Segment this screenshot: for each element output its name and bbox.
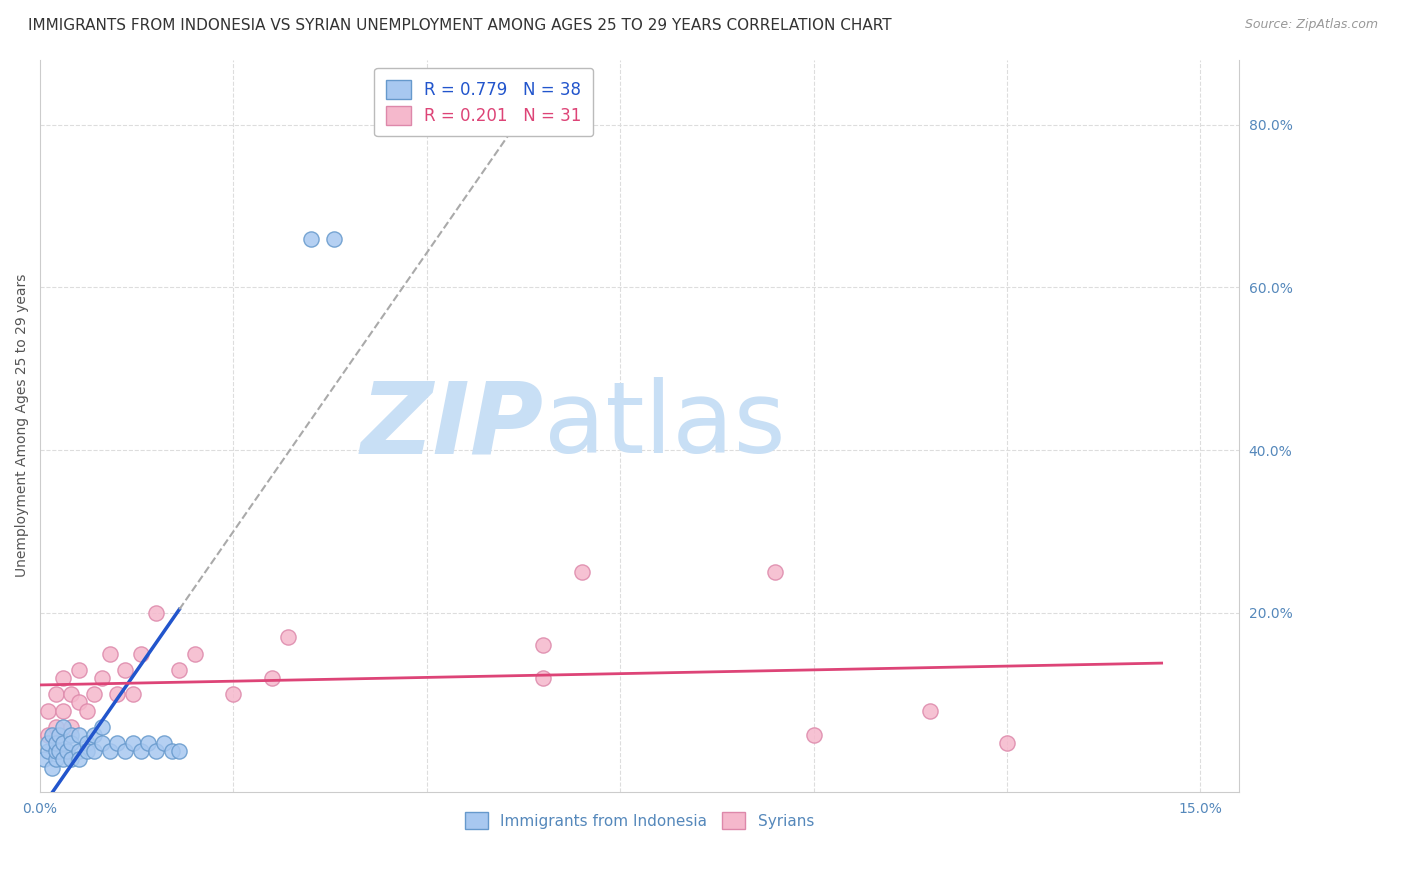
Point <box>145 606 167 620</box>
Point <box>83 687 105 701</box>
Point <box>83 744 105 758</box>
Point <box>37 744 59 758</box>
Text: Source: ZipAtlas.com: Source: ZipAtlas.com <box>1244 18 1378 31</box>
Point <box>52 752 75 766</box>
Point <box>60 720 83 734</box>
Point <box>76 704 98 718</box>
Text: ZIP: ZIP <box>360 377 544 475</box>
Point <box>52 704 75 718</box>
Point <box>153 736 176 750</box>
Point <box>98 744 121 758</box>
Point <box>98 647 121 661</box>
Point <box>41 760 63 774</box>
Point <box>52 736 75 750</box>
Point <box>45 736 67 750</box>
Point <box>107 687 129 701</box>
Y-axis label: Unemployment Among Ages 25 to 29 years: Unemployment Among Ages 25 to 29 years <box>15 274 30 577</box>
Point <box>160 744 183 758</box>
Point <box>67 752 90 766</box>
Point <box>571 566 593 580</box>
Point <box>52 720 75 734</box>
Point <box>52 671 75 685</box>
Point <box>114 744 136 758</box>
Point <box>45 744 67 758</box>
Point <box>83 728 105 742</box>
Point <box>531 671 554 685</box>
Point <box>169 744 191 758</box>
Point <box>67 728 90 742</box>
Point <box>67 744 90 758</box>
Point <box>67 663 90 677</box>
Point <box>56 744 79 758</box>
Point <box>45 752 67 766</box>
Point <box>91 736 114 750</box>
Point <box>803 728 825 742</box>
Point <box>91 671 114 685</box>
Point <box>60 736 83 750</box>
Point <box>37 736 59 750</box>
Point <box>169 663 191 677</box>
Point <box>76 744 98 758</box>
Point <box>114 663 136 677</box>
Text: IMMIGRANTS FROM INDONESIA VS SYRIAN UNEMPLOYMENT AMONG AGES 25 TO 29 YEARS CORRE: IMMIGRANTS FROM INDONESIA VS SYRIAN UNEM… <box>28 18 891 33</box>
Point <box>91 720 114 734</box>
Point <box>222 687 245 701</box>
Point <box>32 752 55 766</box>
Point <box>299 232 322 246</box>
Point <box>184 647 207 661</box>
Point <box>129 647 152 661</box>
Point <box>37 704 59 718</box>
Point <box>323 232 346 246</box>
Point <box>60 728 83 742</box>
Point <box>45 720 67 734</box>
Point <box>67 695 90 709</box>
Point <box>918 704 941 718</box>
Legend: Immigrants from Indonesia, Syrians: Immigrants from Indonesia, Syrians <box>458 805 820 836</box>
Point <box>122 736 145 750</box>
Point <box>129 744 152 758</box>
Point <box>60 752 83 766</box>
Point <box>277 631 299 645</box>
Point <box>76 736 98 750</box>
Point <box>138 736 160 750</box>
Point <box>262 671 284 685</box>
Point <box>45 687 67 701</box>
Point <box>122 687 145 701</box>
Point <box>48 728 70 742</box>
Text: atlas: atlas <box>544 377 786 475</box>
Point <box>531 639 554 653</box>
Point <box>60 687 83 701</box>
Point <box>48 744 70 758</box>
Point <box>41 728 63 742</box>
Point <box>37 728 59 742</box>
Point <box>995 736 1018 750</box>
Point <box>763 566 786 580</box>
Point <box>145 744 167 758</box>
Point <box>107 736 129 750</box>
